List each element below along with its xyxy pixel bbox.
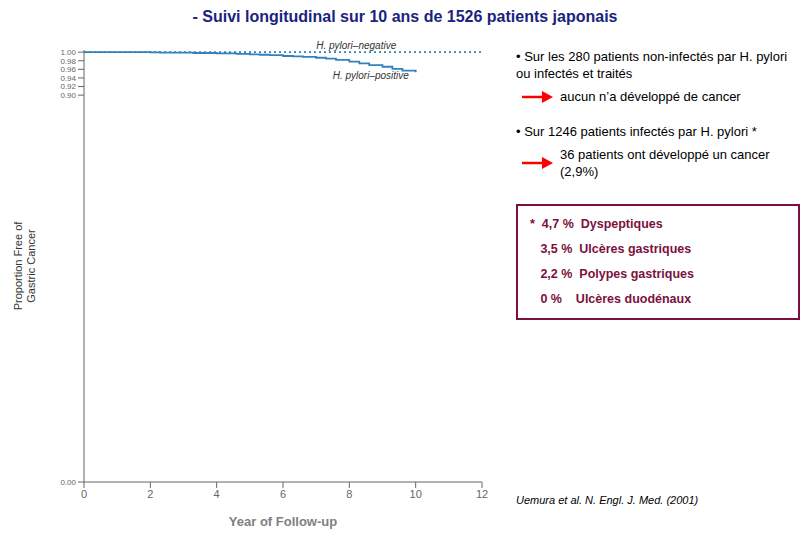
html-text:aucun n’a développé de cancer: aucun n’a développé de cancer [560, 89, 741, 104]
svg-text:0.96: 0.96 [60, 65, 76, 74]
svg-text:12: 12 [476, 488, 488, 500]
html-text:Proportion Free of Gastric Can: Proportion Free of Gastric Cancer [12, 221, 37, 311]
svg-text:H. pylori–negative: H. pylori–negative [316, 40, 396, 51]
svg-text:0: 0 [81, 488, 87, 500]
svg-text:0.92: 0.92 [60, 82, 76, 91]
html-text:2,2 % Polypes gastriques: 2,2 % Polypes gastriques [530, 267, 694, 281]
svg-text:H. pylori–positive: H. pylori–positive [333, 70, 410, 81]
svg-text:0.94: 0.94 [60, 74, 76, 83]
svg-text:Year of Follow-up: Year of Follow-up [229, 514, 337, 529]
svg-text:0.98: 0.98 [60, 57, 76, 66]
html-text:36 patients ont développé un c: 36 patients ont développé un cancer (2,9… [560, 147, 770, 179]
html-text:Uemura et al. N. Engl. J. Med.: Uemura et al. N. Engl. J. Med. (2001) [516, 494, 699, 506]
svg-text:8: 8 [346, 488, 352, 500]
svg-text:2: 2 [147, 488, 153, 500]
html-text:0 % Ulcères duodénaux: 0 % Ulcères duodénaux [530, 292, 692, 306]
html-text:• Sur les 280 patients non-inf: • Sur les 280 patients non-infectés par … [516, 49, 788, 81]
svg-text:1.00: 1.00 [60, 48, 76, 57]
svg-text:10: 10 [410, 488, 422, 500]
html-text:* 4,7 % Dyspeptiques: * 4,7 % Dyspeptiques [530, 217, 663, 231]
html-text:• Sur 1246 patients infectés p: • Sur 1246 patients infectés par H. pylo… [516, 124, 757, 139]
svg-text:0.90: 0.90 [60, 91, 76, 100]
svg-text:0.00: 0.00 [60, 478, 76, 487]
svg-text:6: 6 [280, 488, 286, 500]
svg-text:4: 4 [214, 488, 220, 500]
html-text:3,5 % Ulcères gastriques: 3,5 % Ulcères gastriques [530, 242, 692, 256]
html-text:- Suivi longitudinal sur 10 an: - Suivi longitudinal sur 10 ans de 1526 … [192, 8, 618, 25]
